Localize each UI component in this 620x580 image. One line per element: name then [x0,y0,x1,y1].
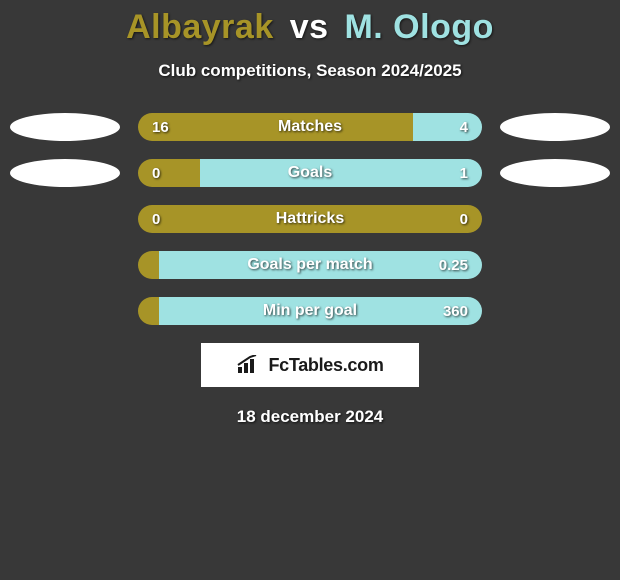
stat-row: Goals per match0.25 [0,251,620,279]
vs-text: vs [290,8,329,46]
player2-oval-icon [500,113,610,141]
bar-segment-p1 [138,297,159,325]
stat-bar: Goals01 [138,159,482,187]
logo-text: FcTables.com [268,355,383,376]
player1-name: Albayrak [126,8,274,46]
stats-area: Matches164 Goals01 Hattricks00 Goals per ma… [0,113,620,325]
player2-oval-icon [500,159,610,187]
stat-row: Matches164 [0,113,620,141]
stat-bar: Min per goal360 [138,297,482,325]
comparison-card: Albayrak vs M. Ologo Club competitions, … [0,0,620,427]
bar-segment-p1 [138,159,200,187]
player1-oval-icon [10,159,120,187]
barchart-icon [236,355,262,375]
stat-bar: Goals per match0.25 [138,251,482,279]
bar-segment-p1 [138,205,482,233]
stat-row: Hattricks00 [0,205,620,233]
title: Albayrak vs M. Ologo [0,8,620,47]
bar-segment-p1 [138,251,159,279]
bar-segment-p2 [413,113,482,141]
bar-segment-p1 [138,113,413,141]
stat-bar: Matches164 [138,113,482,141]
stat-row: Min per goal360 [0,297,620,325]
bar-segment-p2 [159,251,482,279]
stat-bar: Hattricks00 [138,205,482,233]
subtitle: Club competitions, Season 2024/2025 [0,61,620,81]
stat-row: Goals01 [0,159,620,187]
logo-box[interactable]: FcTables.com [201,343,419,387]
bar-segment-p2 [200,159,482,187]
date-text: 18 december 2024 [0,407,620,427]
player1-oval-icon [10,113,120,141]
player2-name: M. Ologo [344,8,493,46]
bar-segment-p2 [159,297,482,325]
